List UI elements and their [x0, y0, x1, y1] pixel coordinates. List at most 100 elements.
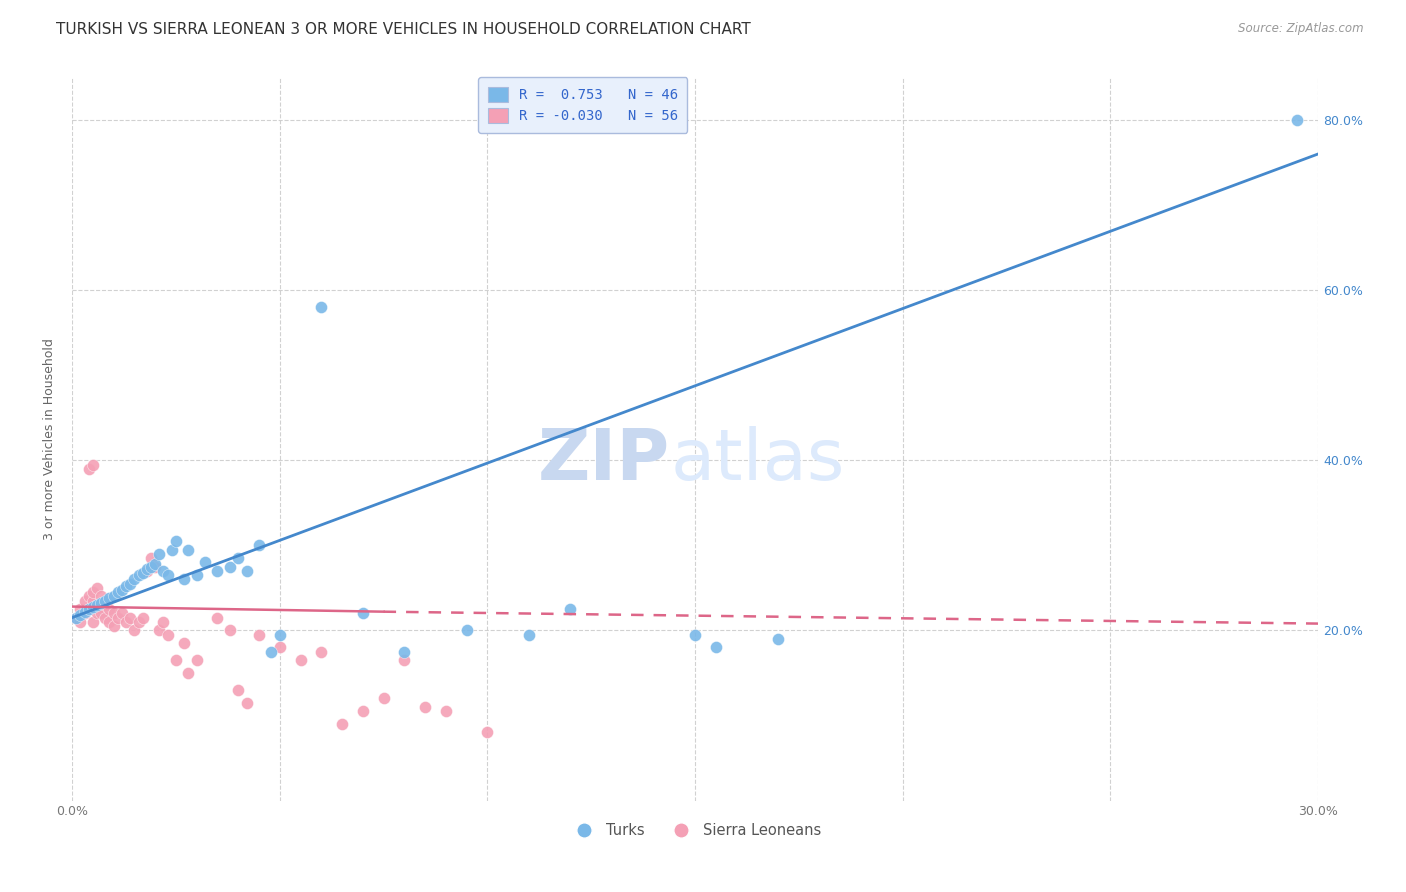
Point — [135, 564, 157, 578]
Point — [115, 615, 138, 629]
Y-axis label: 3 or more Vehicles in Household: 3 or more Vehicles in Household — [44, 338, 56, 540]
Point — [73, 605, 96, 619]
Point — [148, 547, 170, 561]
Point — [69, 615, 91, 629]
Point — [139, 551, 162, 566]
Point — [65, 610, 87, 624]
Point — [517, 627, 540, 641]
Point — [124, 572, 146, 586]
Point — [90, 602, 112, 616]
Text: ZIP: ZIP — [538, 426, 671, 495]
Point — [131, 566, 153, 580]
Point — [766, 632, 789, 646]
Point — [82, 599, 104, 614]
Point — [352, 607, 374, 621]
Point — [98, 615, 121, 629]
Point — [456, 624, 478, 638]
Point — [156, 627, 179, 641]
Point — [77, 590, 100, 604]
Point — [103, 607, 125, 621]
Legend: Turks, Sierra Leoneans: Turks, Sierra Leoneans — [564, 817, 827, 844]
Point — [226, 682, 249, 697]
Point — [111, 582, 134, 597]
Point — [394, 645, 416, 659]
Point — [269, 640, 291, 655]
Point — [77, 602, 100, 616]
Point — [207, 610, 229, 624]
Point — [107, 610, 129, 624]
Point — [107, 585, 129, 599]
Point — [103, 619, 125, 633]
Point — [177, 665, 200, 680]
Point — [704, 640, 727, 655]
Point — [124, 624, 146, 638]
Point — [94, 598, 117, 612]
Point — [434, 704, 457, 718]
Point — [165, 534, 187, 549]
Point — [311, 645, 333, 659]
Point — [86, 581, 108, 595]
Point — [98, 591, 121, 605]
Point — [394, 653, 416, 667]
Point — [82, 458, 104, 472]
Point — [477, 725, 499, 739]
Point — [352, 704, 374, 718]
Text: atlas: atlas — [671, 426, 845, 495]
Point — [247, 627, 270, 641]
Point — [86, 607, 108, 621]
Point — [94, 593, 117, 607]
Point — [90, 596, 112, 610]
Point — [311, 300, 333, 314]
Point — [152, 615, 174, 629]
Point — [207, 564, 229, 578]
Point — [152, 564, 174, 578]
Point — [94, 610, 117, 624]
Point — [247, 538, 270, 552]
Point — [683, 627, 706, 641]
Point — [1286, 113, 1309, 128]
Point — [186, 653, 208, 667]
Text: Source: ZipAtlas.com: Source: ZipAtlas.com — [1239, 22, 1364, 36]
Point — [219, 559, 242, 574]
Point — [235, 564, 257, 578]
Point — [194, 555, 217, 569]
Point — [69, 608, 91, 623]
Point — [160, 542, 183, 557]
Point — [69, 602, 91, 616]
Point — [128, 568, 150, 582]
Point — [143, 559, 166, 574]
Point — [131, 610, 153, 624]
Point — [148, 624, 170, 638]
Point — [128, 615, 150, 629]
Point — [219, 624, 242, 638]
Point — [103, 590, 125, 604]
Point — [186, 568, 208, 582]
Point — [73, 593, 96, 607]
Point — [235, 696, 257, 710]
Point — [90, 590, 112, 604]
Point — [177, 542, 200, 557]
Point — [330, 717, 353, 731]
Point — [226, 551, 249, 566]
Point — [77, 602, 100, 616]
Point — [373, 691, 395, 706]
Point — [73, 607, 96, 621]
Point — [90, 607, 112, 621]
Point — [77, 462, 100, 476]
Point — [82, 615, 104, 629]
Point — [120, 576, 142, 591]
Point — [135, 562, 157, 576]
Point — [413, 700, 436, 714]
Point — [86, 598, 108, 612]
Point — [260, 645, 283, 659]
Point — [139, 559, 162, 574]
Text: TURKISH VS SIERRA LEONEAN 3 OR MORE VEHICLES IN HOUSEHOLD CORRELATION CHART: TURKISH VS SIERRA LEONEAN 3 OR MORE VEHI… — [56, 22, 751, 37]
Point — [65, 610, 87, 624]
Point — [120, 610, 142, 624]
Point — [82, 593, 104, 607]
Point — [269, 627, 291, 641]
Point — [82, 585, 104, 599]
Point — [143, 557, 166, 571]
Point — [86, 598, 108, 612]
Point — [156, 568, 179, 582]
